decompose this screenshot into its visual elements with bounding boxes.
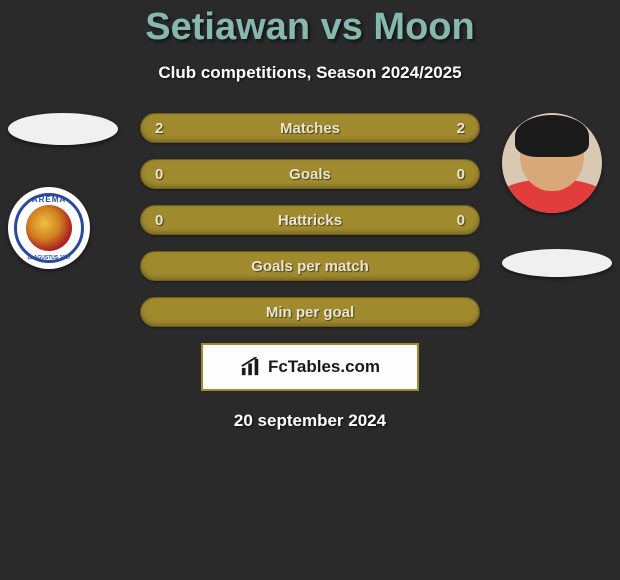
stat-bars: 2 Matches 2 0 Goals 0 0 Hattricks 0 Goal… xyxy=(140,113,480,327)
stat-label: Goals per match xyxy=(171,258,449,275)
date-label: 20 september 2024 xyxy=(0,411,620,431)
club-badge-right-placeholder xyxy=(502,249,612,277)
stat-right-value: 2 xyxy=(449,120,465,137)
stat-label: Hattricks xyxy=(171,212,449,229)
stat-left-value: 0 xyxy=(155,166,171,183)
photo-hair xyxy=(515,115,589,157)
badge-inner xyxy=(26,205,72,251)
stat-row-hattricks: 0 Hattricks 0 xyxy=(140,205,480,235)
badge-text-top: AREMA xyxy=(32,195,66,204)
bar-chart-icon xyxy=(240,357,262,377)
stat-right-value: 0 xyxy=(449,166,465,183)
player-left-column: AREMA 11 AGUSTUS 1987 xyxy=(8,113,118,269)
badge-text-bottom: 11 AGUSTUS 1987 xyxy=(27,255,70,261)
stat-left-value: 2 xyxy=(155,120,171,137)
stat-row-goals-per-match: Goals per match xyxy=(140,251,480,281)
player-left-photo-placeholder xyxy=(8,113,118,145)
stat-label: Matches xyxy=(171,120,449,137)
comparison-layout: AREMA 11 AGUSTUS 1987 2 Matches 2 0 Goal… xyxy=(0,113,620,431)
stat-row-matches: 2 Matches 2 xyxy=(140,113,480,143)
stat-right-value: 0 xyxy=(449,212,465,229)
page-title: Setiawan vs Moon xyxy=(0,0,620,49)
brand-box: FcTables.com xyxy=(201,343,419,391)
brand-label: FcTables.com xyxy=(268,357,380,377)
stat-row-goals: 0 Goals 0 xyxy=(140,159,480,189)
stat-row-min-per-goal: Min per goal xyxy=(140,297,480,327)
stat-label: Goals xyxy=(171,166,449,183)
player-right-photo xyxy=(502,113,602,213)
stat-left-value: 0 xyxy=(155,212,171,229)
subtitle: Club competitions, Season 2024/2025 xyxy=(0,63,620,83)
club-badge-left: AREMA 11 AGUSTUS 1987 xyxy=(8,187,90,269)
stat-label: Min per goal xyxy=(171,304,449,321)
player-right-column xyxy=(502,113,612,277)
